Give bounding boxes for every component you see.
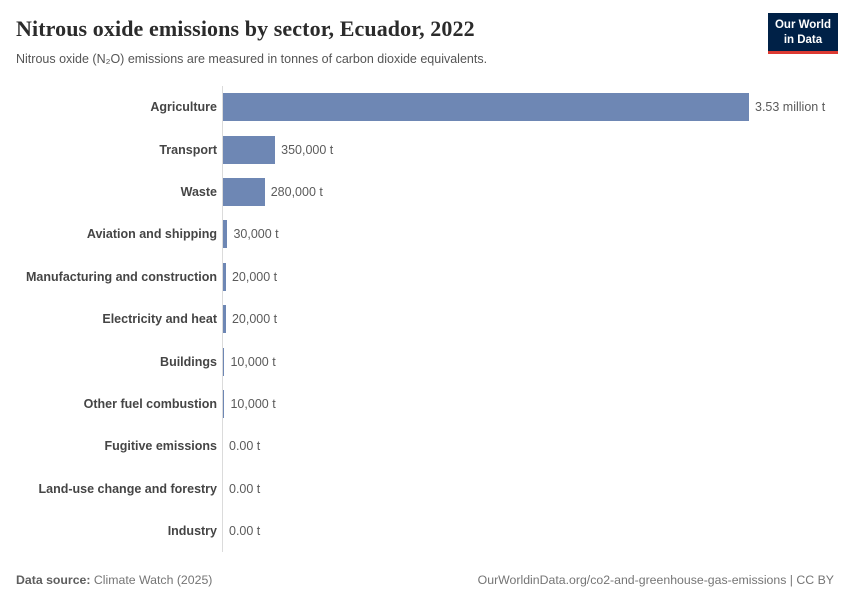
- value-label: 350,000 t: [281, 142, 334, 157]
- bar[interactable]: [223, 389, 225, 418]
- value-label: 0.00 t: [229, 439, 261, 454]
- bar-area: 0.00 t: [222, 425, 834, 468]
- chart-row: Buildings 10,000 t: [16, 340, 834, 383]
- chart-row: Fugitive emissions 0.00 t: [16, 425, 834, 468]
- category-label: Aviation and shipping: [86, 227, 217, 242]
- chart-row: Waste 280,000 t: [16, 170, 834, 214]
- category-label: Buildings: [160, 354, 217, 369]
- bar-area: 20,000 t: [222, 297, 834, 341]
- chart-row: Manufacturing and construction 20,000 t: [16, 255, 834, 298]
- category-label: Agriculture: [150, 100, 217, 115]
- category-label: Other fuel combustion: [83, 396, 217, 411]
- value-label: 30,000 t: [233, 227, 279, 242]
- bar-chart: Agriculture 3.53 million t Transport 350…: [16, 86, 834, 553]
- chart-row: Transport 350,000 t: [16, 128, 834, 171]
- owid-citation-link[interactable]: OurWorldinData.org/co2-and-greenhouse-ga…: [477, 573, 834, 587]
- chart-footer: Data source: Climate Watch (2025) OurWor…: [16, 573, 834, 587]
- category-label: Industry: [167, 524, 217, 539]
- chart-row: Electricity and heat 20,000 t: [16, 297, 834, 341]
- chart-title: Nitrous oxide emissions by sector, Ecuad…: [16, 16, 475, 41]
- category-label: Waste: [180, 184, 217, 199]
- chart-row: Industry 0.00 t: [16, 509, 834, 553]
- bar-area: 20,000 t: [222, 255, 834, 298]
- value-label: 10,000 t: [230, 354, 276, 369]
- value-label: 0.00 t: [229, 524, 261, 539]
- bar[interactable]: [223, 262, 226, 291]
- category-label: Transport: [159, 142, 217, 157]
- bar[interactable]: [223, 220, 228, 249]
- chart-row: Agriculture 3.53 million t: [16, 86, 834, 129]
- category-label: Manufacturing and construction: [26, 269, 217, 284]
- owid-logo-line2: in Data: [783, 33, 823, 46]
- bar[interactable]: [223, 305, 226, 334]
- owid-logo-line1: Our World: [774, 19, 831, 31]
- value-label: 0.00 t: [229, 481, 261, 496]
- bar-area: 280,000 t: [222, 170, 834, 214]
- data-source: Data source: Climate Watch (2025): [16, 573, 212, 587]
- value-label: 10,000 t: [230, 396, 276, 411]
- category-label: Land-use change and forestry: [38, 481, 217, 496]
- data-source-value: Climate Watch (2025): [93, 573, 213, 587]
- bar-area: 0.00 t: [222, 467, 834, 510]
- chart-row: Aviation and shipping 30,000 t: [16, 213, 834, 256]
- bar-area: 0.00 t: [222, 509, 834, 553]
- value-label: 20,000 t: [231, 312, 278, 327]
- bar[interactable]: [223, 135, 276, 164]
- bar[interactable]: [223, 347, 225, 376]
- chart-header: Nitrous oxide emissions by sector, Ecuad…: [16, 13, 838, 66]
- value-label: 3.53 million t: [755, 100, 826, 115]
- value-label: 20,000 t: [231, 269, 278, 284]
- bar[interactable]: [223, 93, 749, 122]
- bar-area: 30,000 t: [222, 213, 834, 256]
- bar-area: 3.53 million t: [222, 86, 834, 129]
- category-label: Fugitive emissions: [104, 439, 217, 454]
- owid-logo[interactable]: Our World in Data: [767, 13, 838, 54]
- bar-area: 10,000 t: [222, 340, 834, 383]
- bar-area: 350,000 t: [222, 128, 834, 171]
- data-source-label: Data source:: [16, 573, 91, 587]
- category-label: Electricity and heat: [102, 312, 217, 327]
- chart-subtitle: Nitrous oxide (N₂O) emissions are measur…: [16, 52, 488, 66]
- bar[interactable]: [223, 177, 265, 206]
- bar-area: 10,000 t: [222, 382, 834, 426]
- chart-row: Other fuel combustion 10,000 t: [16, 382, 834, 426]
- chart-row: Land-use change and forestry 0.00 t: [16, 467, 834, 510]
- value-label: 280,000 t: [270, 184, 323, 199]
